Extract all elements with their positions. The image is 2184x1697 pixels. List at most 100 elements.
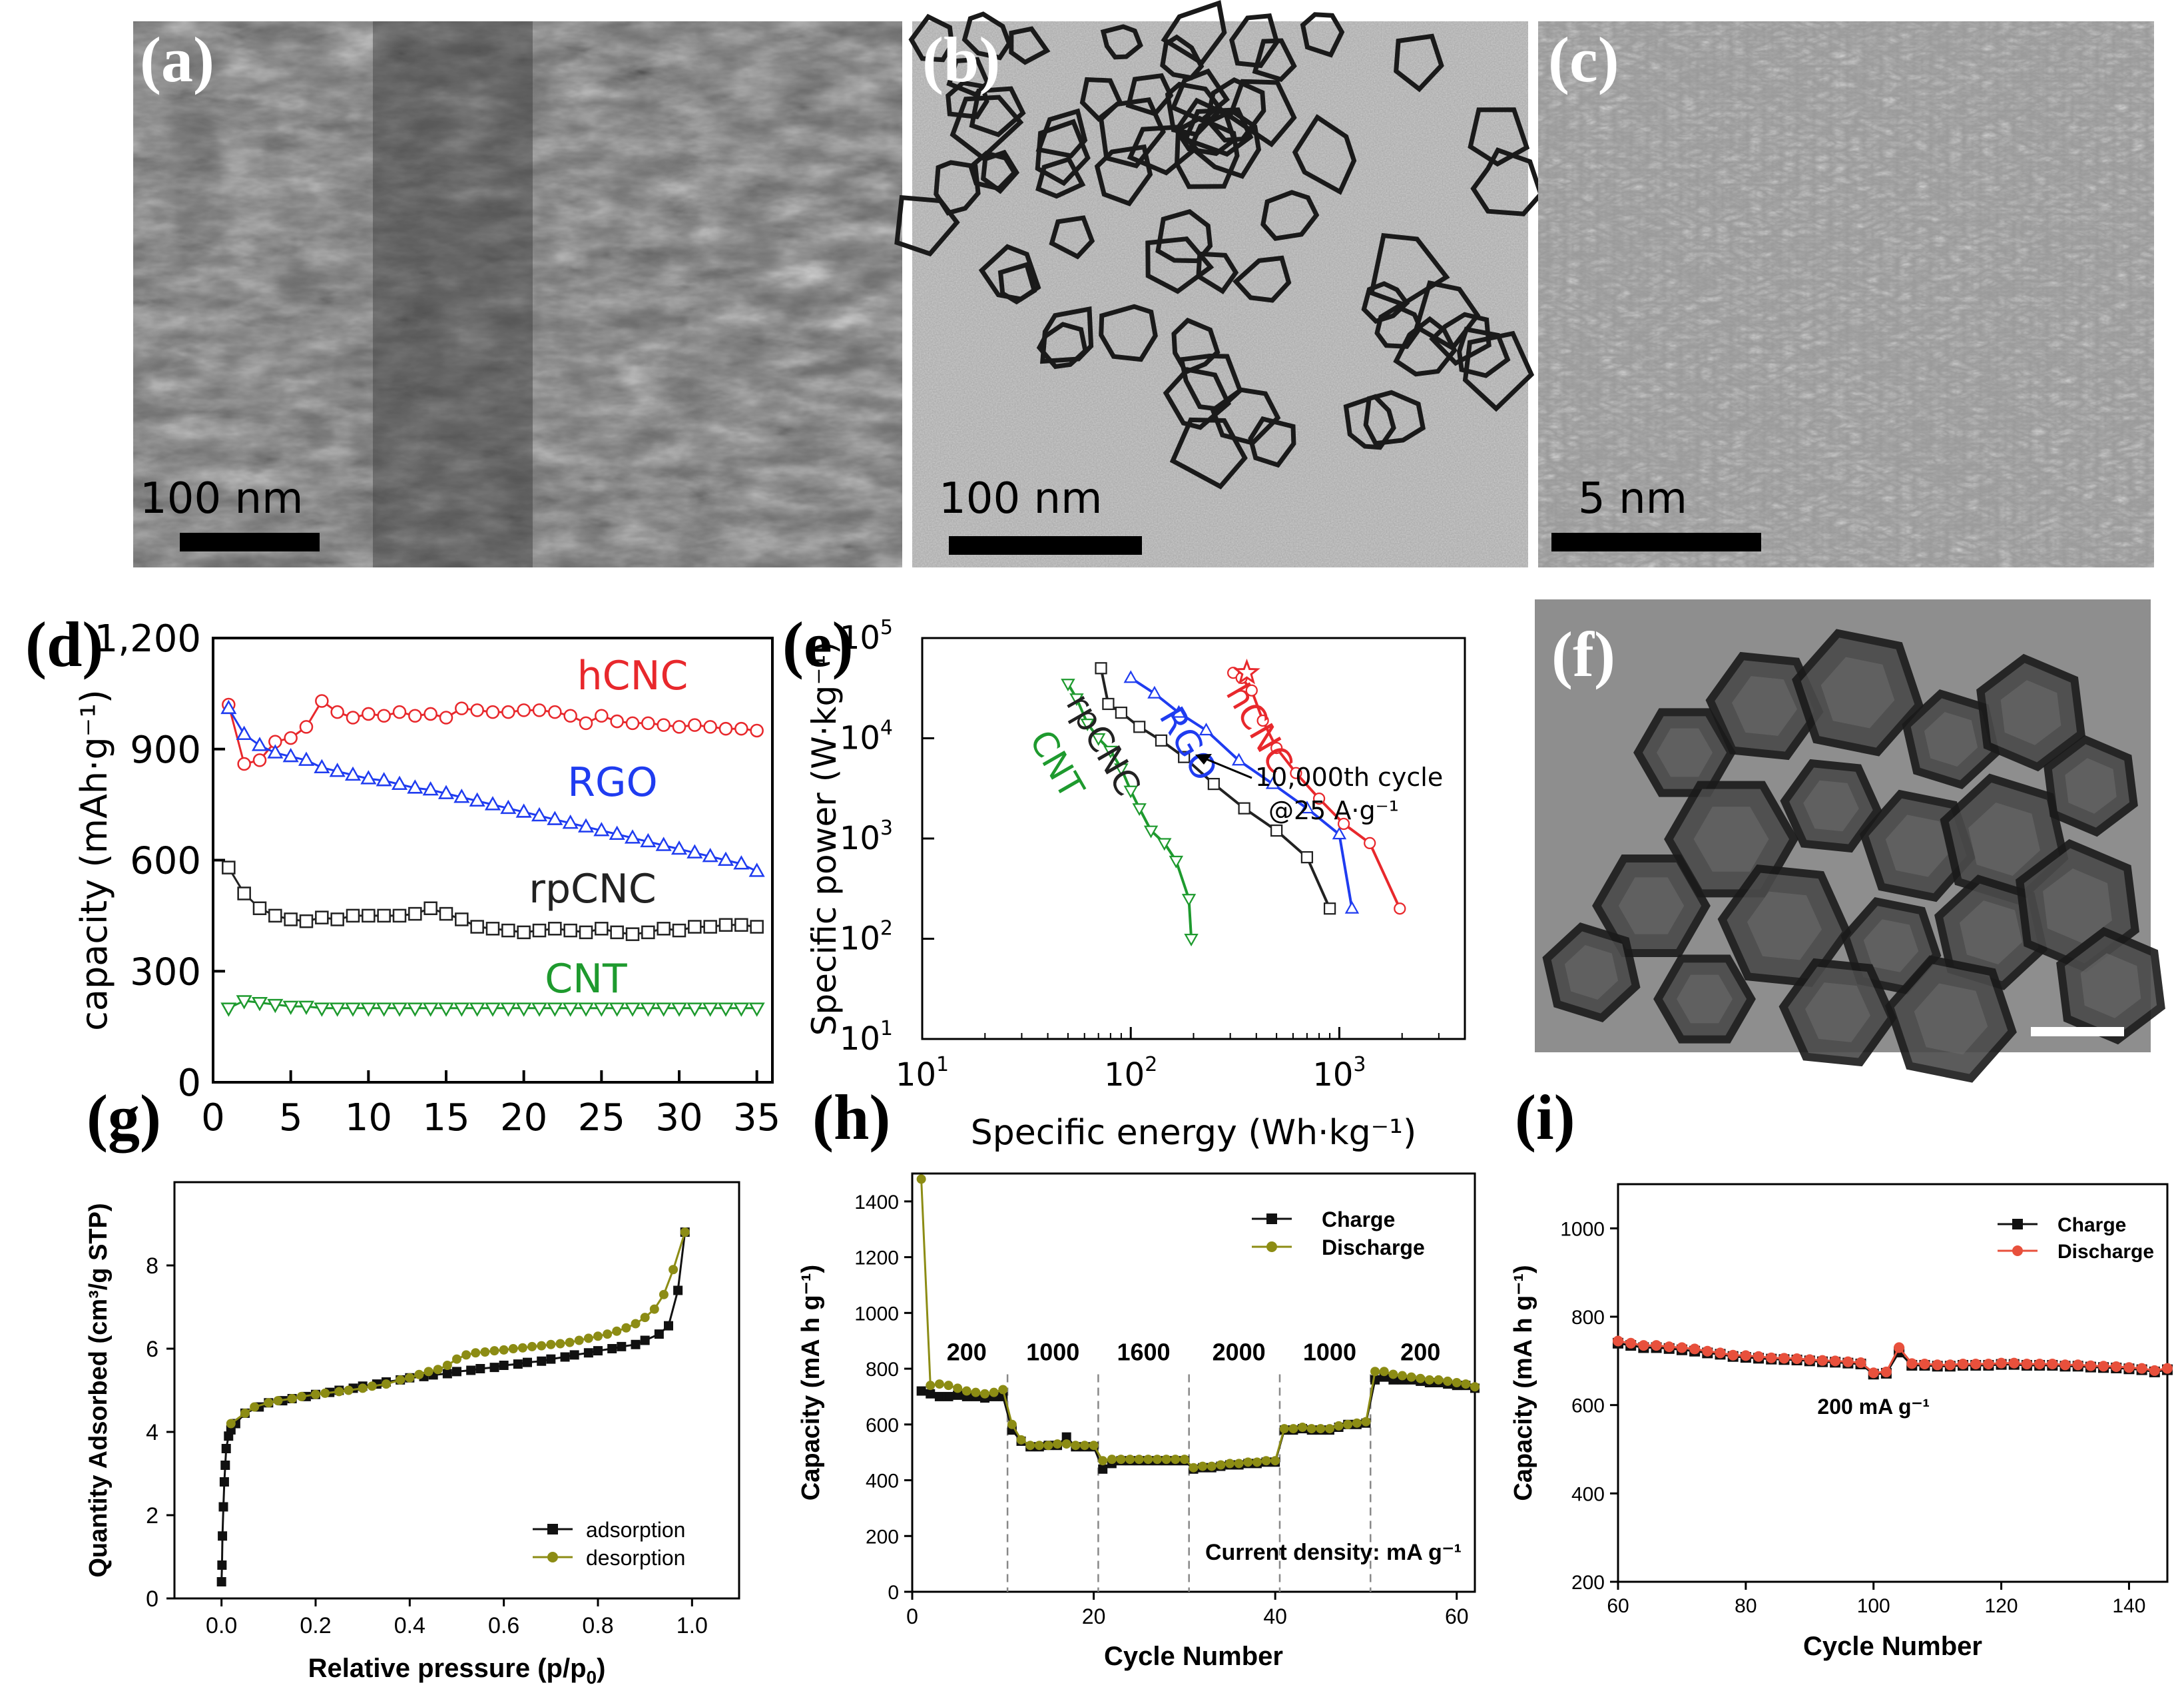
data-point-hCNC bbox=[517, 703, 531, 717]
data-point-desorption bbox=[311, 1389, 320, 1399]
data-point-Discharge bbox=[1424, 1375, 1434, 1385]
data-point-Discharge bbox=[2059, 1359, 2071, 1371]
data-point-Discharge bbox=[1379, 1367, 1389, 1377]
data-point-CNT bbox=[360, 1002, 377, 1017]
x-tick-label: 1.0 bbox=[677, 1613, 708, 1638]
cell-wall bbox=[1100, 24, 1143, 60]
data-point-rpCNC bbox=[641, 925, 655, 940]
x-tick-label: 0 bbox=[201, 1096, 225, 1140]
data-point-Discharge bbox=[1727, 1349, 1739, 1361]
data-point-Discharge bbox=[944, 1381, 954, 1391]
x-tick-label: 30 bbox=[655, 1096, 702, 1140]
data-point-rpCNC bbox=[625, 927, 640, 941]
data-point-Discharge bbox=[1125, 1455, 1135, 1465]
y-tick-label: 200 bbox=[866, 1526, 899, 1548]
cell-wall bbox=[1292, 114, 1357, 195]
data-point-RGO bbox=[469, 792, 485, 807]
data-point-hCNC bbox=[750, 723, 764, 738]
data-point-rpCNC bbox=[703, 920, 717, 934]
data-point-desorption bbox=[433, 1365, 443, 1375]
cell-wall bbox=[1462, 330, 1535, 412]
data-point-Charge bbox=[1098, 1464, 1108, 1474]
rate-label: 200 bbox=[947, 1339, 987, 1366]
data-point-Discharge bbox=[1134, 1455, 1144, 1465]
y-tick-label: 1400 bbox=[854, 1191, 899, 1213]
data-point-adsorption bbox=[593, 1346, 603, 1356]
data-point-rpCNC bbox=[750, 920, 764, 934]
data-point-Discharge bbox=[1316, 1424, 1326, 1434]
cell-wall bbox=[1009, 26, 1051, 65]
data-point-desorption bbox=[527, 1341, 537, 1351]
legend-marker bbox=[547, 1524, 558, 1534]
data-point-desorption bbox=[565, 1337, 575, 1347]
data-point-hCNC bbox=[252, 753, 267, 767]
y-tick-label: 4 bbox=[146, 1420, 158, 1445]
data-point-CNT bbox=[282, 1000, 299, 1015]
data-point-desorption bbox=[680, 1227, 690, 1237]
data-point-Discharge bbox=[1868, 1367, 1879, 1379]
data-point-hCNC bbox=[501, 705, 515, 719]
cell-wall bbox=[1229, 13, 1280, 69]
data-point-adsorption bbox=[569, 1350, 579, 1360]
data-point-CNT bbox=[624, 1002, 641, 1017]
data-point-Discharge bbox=[1306, 1424, 1316, 1434]
data-point-Discharge bbox=[934, 1379, 944, 1389]
data-point-RGO bbox=[717, 851, 734, 866]
data-point-CNT bbox=[391, 1002, 408, 1017]
cell-wall bbox=[1179, 353, 1243, 412]
data-point-hCNC bbox=[579, 716, 593, 731]
data-point-Discharge bbox=[1361, 1417, 1371, 1427]
y-tick-label: 8 bbox=[146, 1253, 158, 1279]
data-point-desorption bbox=[226, 1419, 236, 1429]
data-point-desorption bbox=[508, 1344, 518, 1353]
x-axis-label-main: Relative pressure (p/p bbox=[308, 1654, 587, 1683]
rate-label: 1000 bbox=[1026, 1339, 1079, 1366]
particle-core bbox=[1820, 657, 1895, 729]
data-point-Discharge bbox=[1270, 1456, 1280, 1466]
data-point-CNT bbox=[298, 1000, 315, 1015]
panel-label: (e) bbox=[782, 609, 854, 680]
cell-wall bbox=[1145, 236, 1215, 294]
data-point-Discharge bbox=[998, 1385, 1008, 1395]
data-point-desorption bbox=[593, 1331, 603, 1341]
data-point-RGO bbox=[1265, 776, 1280, 789]
x-tick-label: 102 bbox=[1104, 1053, 1157, 1094]
data-point-RGO bbox=[1231, 753, 1246, 766]
data-point-hCNC bbox=[532, 703, 547, 717]
plot-frame bbox=[921, 637, 1466, 1040]
data-point-Discharge bbox=[1753, 1351, 1765, 1362]
y-tick-label: 200 bbox=[1571, 1572, 1605, 1594]
y-tick-exponent: 1 bbox=[880, 1017, 893, 1040]
data-point-CNT bbox=[577, 1002, 595, 1017]
data-point-hCNC bbox=[237, 757, 251, 771]
y-tick-label: 103 bbox=[840, 817, 893, 857]
data-point-Discharge bbox=[1397, 1371, 1407, 1381]
particle-core bbox=[1924, 712, 1978, 767]
scale-bar-label: 5 nm bbox=[1578, 474, 1687, 523]
legend-marker bbox=[2012, 1219, 2023, 1229]
data-point-Discharge bbox=[1689, 1343, 1701, 1355]
data-point-Discharge bbox=[2162, 1363, 2173, 1374]
data-point-hCNC bbox=[423, 707, 437, 721]
x-tick-label: 101 bbox=[896, 1053, 949, 1094]
data-point-desorption bbox=[583, 1333, 593, 1343]
data-point-Discharge bbox=[1179, 1455, 1189, 1465]
data-point-rpCNC bbox=[252, 901, 267, 916]
data-point-RGO bbox=[1300, 801, 1314, 814]
data-point-Discharge bbox=[1079, 1441, 1089, 1451]
data-point-CNT bbox=[655, 1002, 672, 1017]
data-point-desorption bbox=[240, 1408, 250, 1418]
data-point-hCNC bbox=[703, 720, 717, 734]
data-point-hCNC bbox=[455, 701, 469, 715]
data-point-Discharge bbox=[1234, 1459, 1244, 1469]
data-point-Discharge bbox=[1161, 1455, 1171, 1465]
y-tick-label: 0 bbox=[177, 1062, 201, 1105]
particle-core bbox=[2043, 868, 2112, 943]
data-point-Discharge bbox=[2149, 1365, 2160, 1376]
y-tick-label: 104 bbox=[840, 717, 893, 757]
data-point-CNT bbox=[407, 1002, 423, 1017]
data-point-CNT bbox=[1080, 718, 1095, 731]
data-point-desorption bbox=[461, 1350, 471, 1360]
particle-core bbox=[1968, 803, 2040, 876]
particle-core bbox=[1677, 974, 1733, 1024]
